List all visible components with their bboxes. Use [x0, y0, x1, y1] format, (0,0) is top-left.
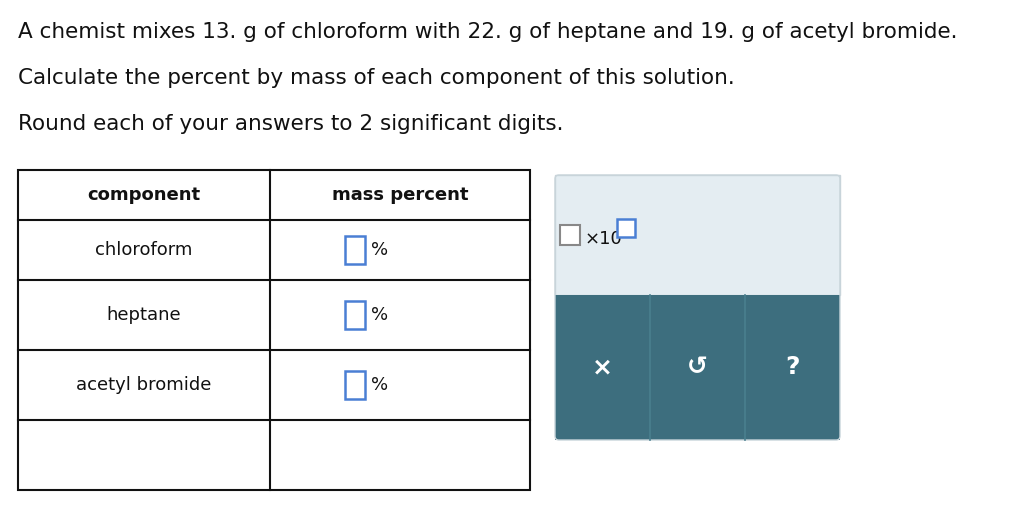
Text: ×10: ×10	[585, 230, 623, 248]
Text: acetyl bromide: acetyl bromide	[77, 376, 212, 394]
Text: ↺: ↺	[687, 355, 708, 380]
Text: %: %	[371, 376, 388, 394]
Bar	[345, 371, 365, 399]
Text: mass percent: mass percent	[332, 186, 468, 204]
Text: %: %	[371, 241, 388, 259]
Bar	[555, 295, 840, 440]
Bar	[345, 236, 365, 264]
Text: Calculate the percent by mass of each component of this solution.: Calculate the percent by mass of each co…	[18, 68, 735, 88]
Bar	[555, 175, 840, 295]
Bar	[18, 170, 530, 490]
Text: component: component	[87, 186, 201, 204]
Text: ?: ?	[785, 355, 800, 380]
Bar	[560, 225, 580, 245]
Text: Round each of your answers to 2 significant digits.: Round each of your answers to 2 signific…	[18, 114, 563, 134]
Bar	[345, 301, 365, 329]
Text: heptane: heptane	[106, 306, 181, 324]
Text: %: %	[371, 306, 388, 324]
Text: chloroform: chloroform	[95, 241, 193, 259]
Bar	[617, 219, 635, 237]
Text: ×: ×	[592, 355, 613, 380]
Text: A chemist mixes 13. g of chloroform with 22. g of heptane and 19. g of acetyl br: A chemist mixes 13. g of chloroform with…	[18, 22, 957, 42]
